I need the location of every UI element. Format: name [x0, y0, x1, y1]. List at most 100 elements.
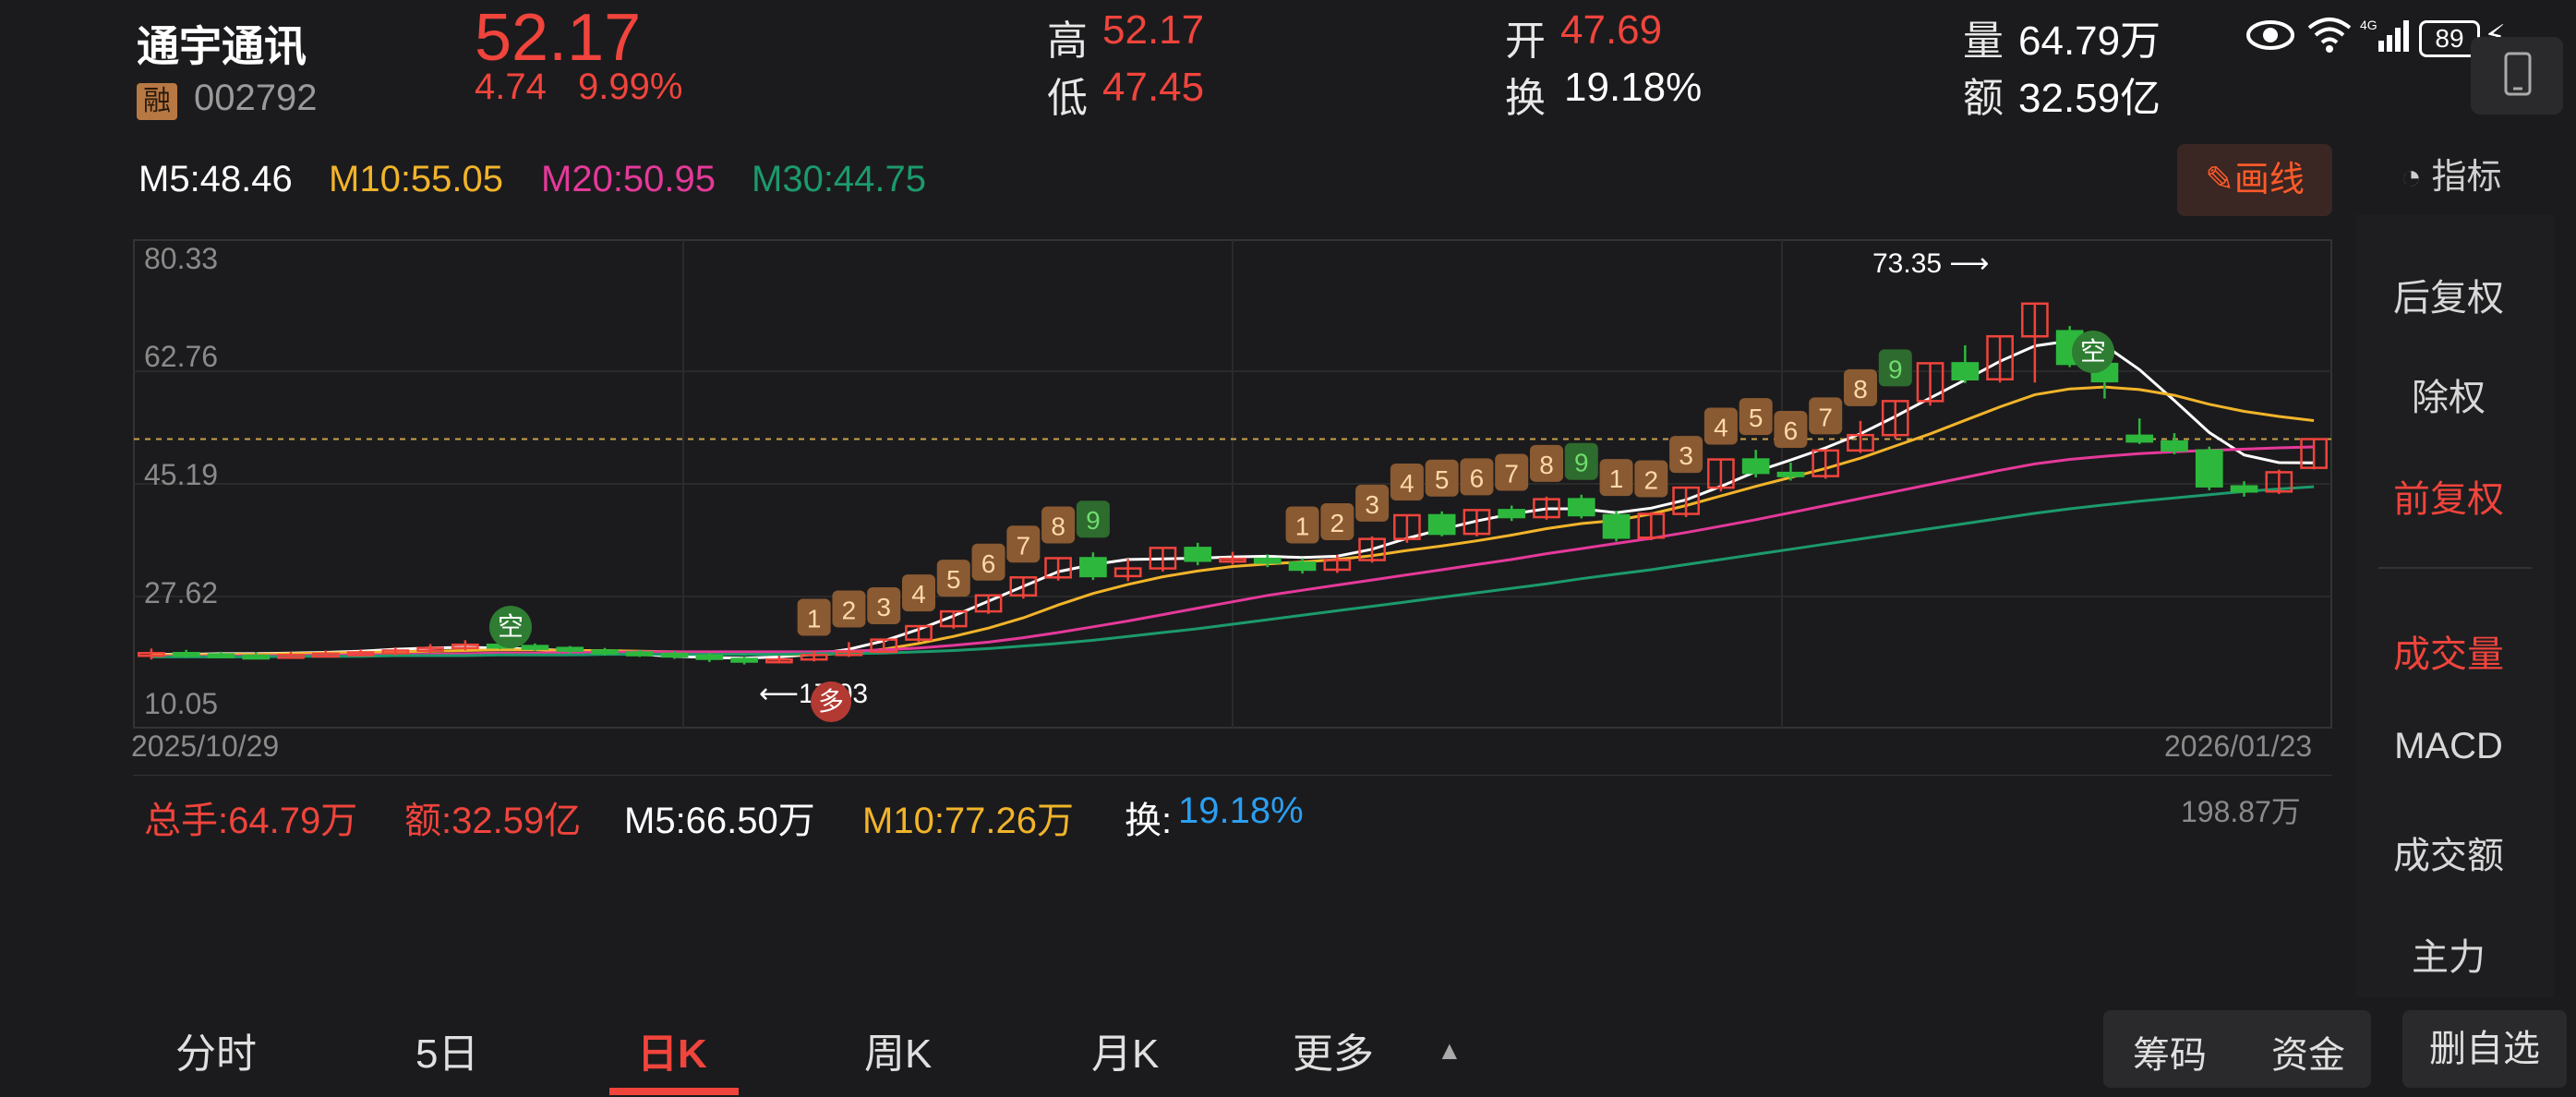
tab-5day[interactable]: 5日	[415, 1031, 479, 1077]
candle-body	[1358, 537, 1386, 561]
candle-body	[1427, 513, 1456, 536]
menu-turnover-amount[interactable]: 成交额	[2393, 836, 2504, 876]
sequence-marker	[1844, 368, 1877, 406]
vol-turnover-value: 19.18%	[1178, 790, 1304, 831]
menu-macd[interactable]: MACD	[2394, 726, 2503, 766]
candle-body	[835, 650, 863, 657]
ma-line-m10	[150, 385, 2315, 657]
indicator-button[interactable]: ◔ 指标	[2401, 148, 2502, 199]
candle-body	[416, 646, 444, 652]
sequence-marker-label: 7	[1017, 531, 1031, 560]
candle-body	[800, 654, 828, 661]
stock-name: 通宇通讯	[137, 22, 307, 70]
candle-body	[277, 654, 305, 659]
sequence-marker	[1285, 506, 1319, 544]
ma20-label: M20:50.95	[541, 159, 716, 199]
open-label: 开	[1505, 18, 1546, 64]
candle-body	[172, 651, 200, 657]
sequence-marker-label: 4	[1714, 414, 1728, 442]
sequence-marker	[936, 560, 970, 597]
high-annotation: 73.35 ⟶	[1872, 247, 1989, 280]
volume-label: 量	[1963, 18, 2004, 64]
chips-button[interactable]: 筹码	[2133, 1035, 2207, 1076]
remove-watchlist-button[interactable]: 删自选	[2402, 1010, 2567, 1088]
menu-pre-adjusted[interactable]: 前复权	[2393, 479, 2504, 520]
sequence-marker	[1739, 398, 1773, 436]
open-value: 47.69	[1560, 7, 1663, 53]
menu-post-adjusted[interactable]: 后复权	[2393, 278, 2504, 319]
sequence-marker	[1774, 411, 1808, 449]
sequence-marker-label: 8	[1051, 512, 1065, 540]
vol-amount-label: 额:32.59亿	[404, 801, 582, 841]
ma-line-m30	[150, 485, 2315, 658]
sequence-marker-label: 5	[1749, 404, 1763, 432]
eye-icon[interactable]	[2245, 17, 2295, 58]
candle-body	[1288, 561, 1317, 572]
candle-body	[381, 649, 410, 655]
tab-monthly-k[interactable]: 月K	[1091, 1031, 1160, 1077]
sequence-marker	[971, 543, 1005, 581]
candle-body	[1009, 576, 1038, 597]
amount-value: 32.59亿	[2018, 76, 2161, 121]
candle-body	[1044, 557, 1072, 579]
candle-body	[1672, 486, 1700, 515]
candle-body	[556, 646, 584, 652]
candle-body	[1393, 513, 1421, 540]
tab-weekly-k[interactable]: 周K	[864, 1031, 933, 1077]
candle-body	[1881, 400, 1909, 437]
price-axis-label-1: 62.76	[144, 340, 219, 373]
candle-body	[1079, 557, 1107, 578]
tab-intraday[interactable]: 分时	[175, 1031, 257, 1077]
triangle-up-icon[interactable]: ▲	[1437, 1036, 1463, 1065]
candle-body	[1812, 449, 1840, 477]
menu-ex-rights[interactable]: 除权	[2412, 378, 2486, 418]
tab-daily-k[interactable]: 日K	[637, 1031, 707, 1077]
network-type-label: 4G	[2360, 18, 2377, 32]
date-end-label: 2026/01/23	[2164, 729, 2313, 763]
candle-body	[2265, 471, 2293, 493]
sequence-marker	[832, 590, 866, 628]
candle-body	[2161, 440, 2188, 452]
indicator-label: 指标	[2431, 158, 2502, 197]
draw-line-button[interactable]: ✎画线	[2177, 144, 2332, 216]
candle-body	[939, 609, 968, 628]
sequence-marker	[1878, 349, 1912, 387]
tab-active-indicator	[609, 1088, 739, 1095]
vol-turnover-label: 换:	[1125, 801, 1173, 841]
turnover-value: 19.18%	[1564, 65, 1703, 110]
candle-body	[1184, 547, 1212, 562]
rotate-screen-button[interactable]	[2471, 37, 2563, 115]
sequence-marker-label: 4	[911, 580, 926, 609]
tab-more[interactable]: 更多	[1293, 1031, 1374, 1077]
wifi-icon	[2306, 15, 2353, 58]
sequence-marker-label: 7	[1504, 460, 1519, 488]
menu-main-force[interactable]: 主力	[2412, 937, 2486, 978]
candle-body	[138, 651, 165, 657]
menu-volume[interactable]: 成交量	[2393, 634, 2504, 675]
vol-m10-label: M10:77.26万	[862, 801, 1075, 841]
candle-body	[1219, 557, 1246, 563]
low-value: 47.45	[1102, 65, 1205, 110]
sequence-marker-label: 5	[1435, 465, 1450, 494]
sequence-marker	[1495, 453, 1529, 491]
chips-funds-group	[2103, 1010, 2371, 1088]
sequence-marker	[1355, 484, 1390, 522]
candle-body	[1916, 362, 1944, 403]
candle-body	[242, 654, 271, 660]
funds-button[interactable]: 资金	[2271, 1035, 2345, 1076]
sequence-marker-label: 8	[1853, 375, 1868, 404]
price-axis-label-0: 80.33	[144, 242, 219, 275]
pencil-icon: ✎	[2205, 161, 2234, 199]
bear-signal-label-2: 空	[2079, 337, 2106, 366]
sequence-marker-label: 3	[876, 593, 891, 621]
ma5-label: M5:48.46	[138, 159, 293, 199]
candle-body	[1741, 458, 1770, 475]
current-price: 52.17	[475, 1, 642, 75]
side-divider	[2378, 567, 2532, 569]
low-label: 低	[1047, 76, 1088, 121]
candle-body	[1253, 557, 1282, 564]
sequence-marker-label: 6	[981, 549, 996, 578]
margin-tag: 融	[137, 83, 177, 120]
arrow-right-icon: ⟶	[1949, 248, 1990, 279]
